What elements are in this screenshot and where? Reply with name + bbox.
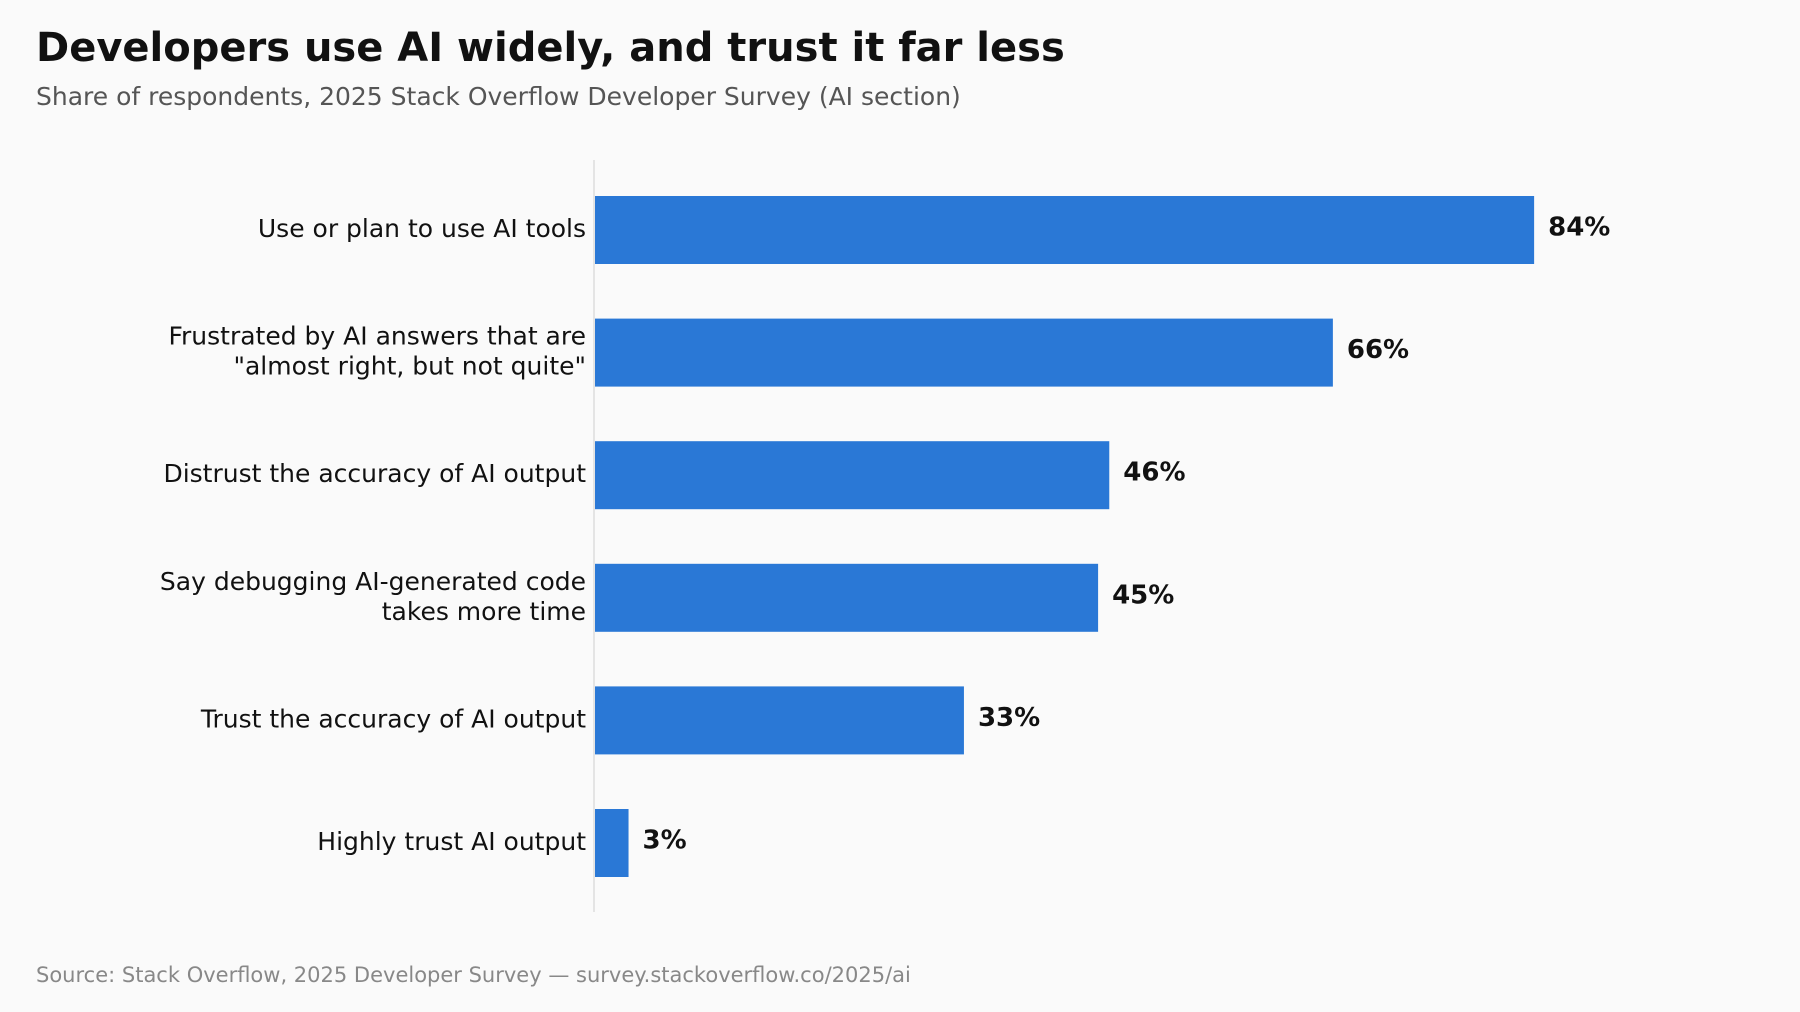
category-label: Use or plan to use AI tools bbox=[258, 214, 586, 243]
category-label: Highly trust AI output bbox=[317, 827, 586, 856]
bars-layer bbox=[595, 196, 1535, 877]
category-label-line: Say debugging AI-generated code bbox=[160, 567, 586, 596]
category-label-line: Distrust the accuracy of AI output bbox=[163, 459, 586, 488]
category-label-line: Highly trust AI output bbox=[317, 827, 586, 856]
bar bbox=[595, 318, 1333, 387]
category-label-line: Frustrated by AI answers that are bbox=[168, 322, 586, 351]
bar bbox=[595, 196, 1535, 264]
bar-value-label: 33% bbox=[978, 703, 1040, 733]
category-label: Distrust the accuracy of AI output bbox=[163, 459, 586, 488]
category-label: Frustrated by AI answers that are "almost… bbox=[168, 322, 586, 381]
category-label-line: "almost right, but not quite" bbox=[233, 352, 586, 381]
category-labels: Use or plan to use AI tools Frustrated by… bbox=[160, 214, 586, 856]
chart-title: Developers use AI widely, and trust it f… bbox=[36, 25, 1065, 71]
value-labels: 84% 66% 46% 45% 33% 3% bbox=[643, 213, 1611, 856]
category-label: Trust the accuracy of AI output bbox=[200, 704, 586, 733]
bar-value-label: 45% bbox=[1112, 580, 1174, 610]
category-label-line: takes more time bbox=[382, 597, 586, 626]
bar-value-label: 46% bbox=[1123, 458, 1185, 488]
bar bbox=[595, 563, 1099, 632]
category-label-line: Trust the accuracy of AI output bbox=[200, 704, 586, 733]
category-label: Say debugging AI-generated code takes mor… bbox=[160, 567, 586, 626]
chart-subtitle: Share of respondents, 2025 Stack Overflo… bbox=[36, 82, 961, 111]
bar bbox=[595, 441, 1110, 510]
source-note: Source: Stack Overflow, 2025 Developer S… bbox=[36, 963, 911, 987]
bar bbox=[595, 686, 964, 755]
bar-value-label: 3% bbox=[643, 826, 687, 856]
bar-value-label: 84% bbox=[1548, 213, 1610, 243]
bar bbox=[595, 809, 629, 877]
bar-value-label: 66% bbox=[1347, 335, 1409, 365]
category-label-line: Use or plan to use AI tools bbox=[258, 214, 586, 243]
